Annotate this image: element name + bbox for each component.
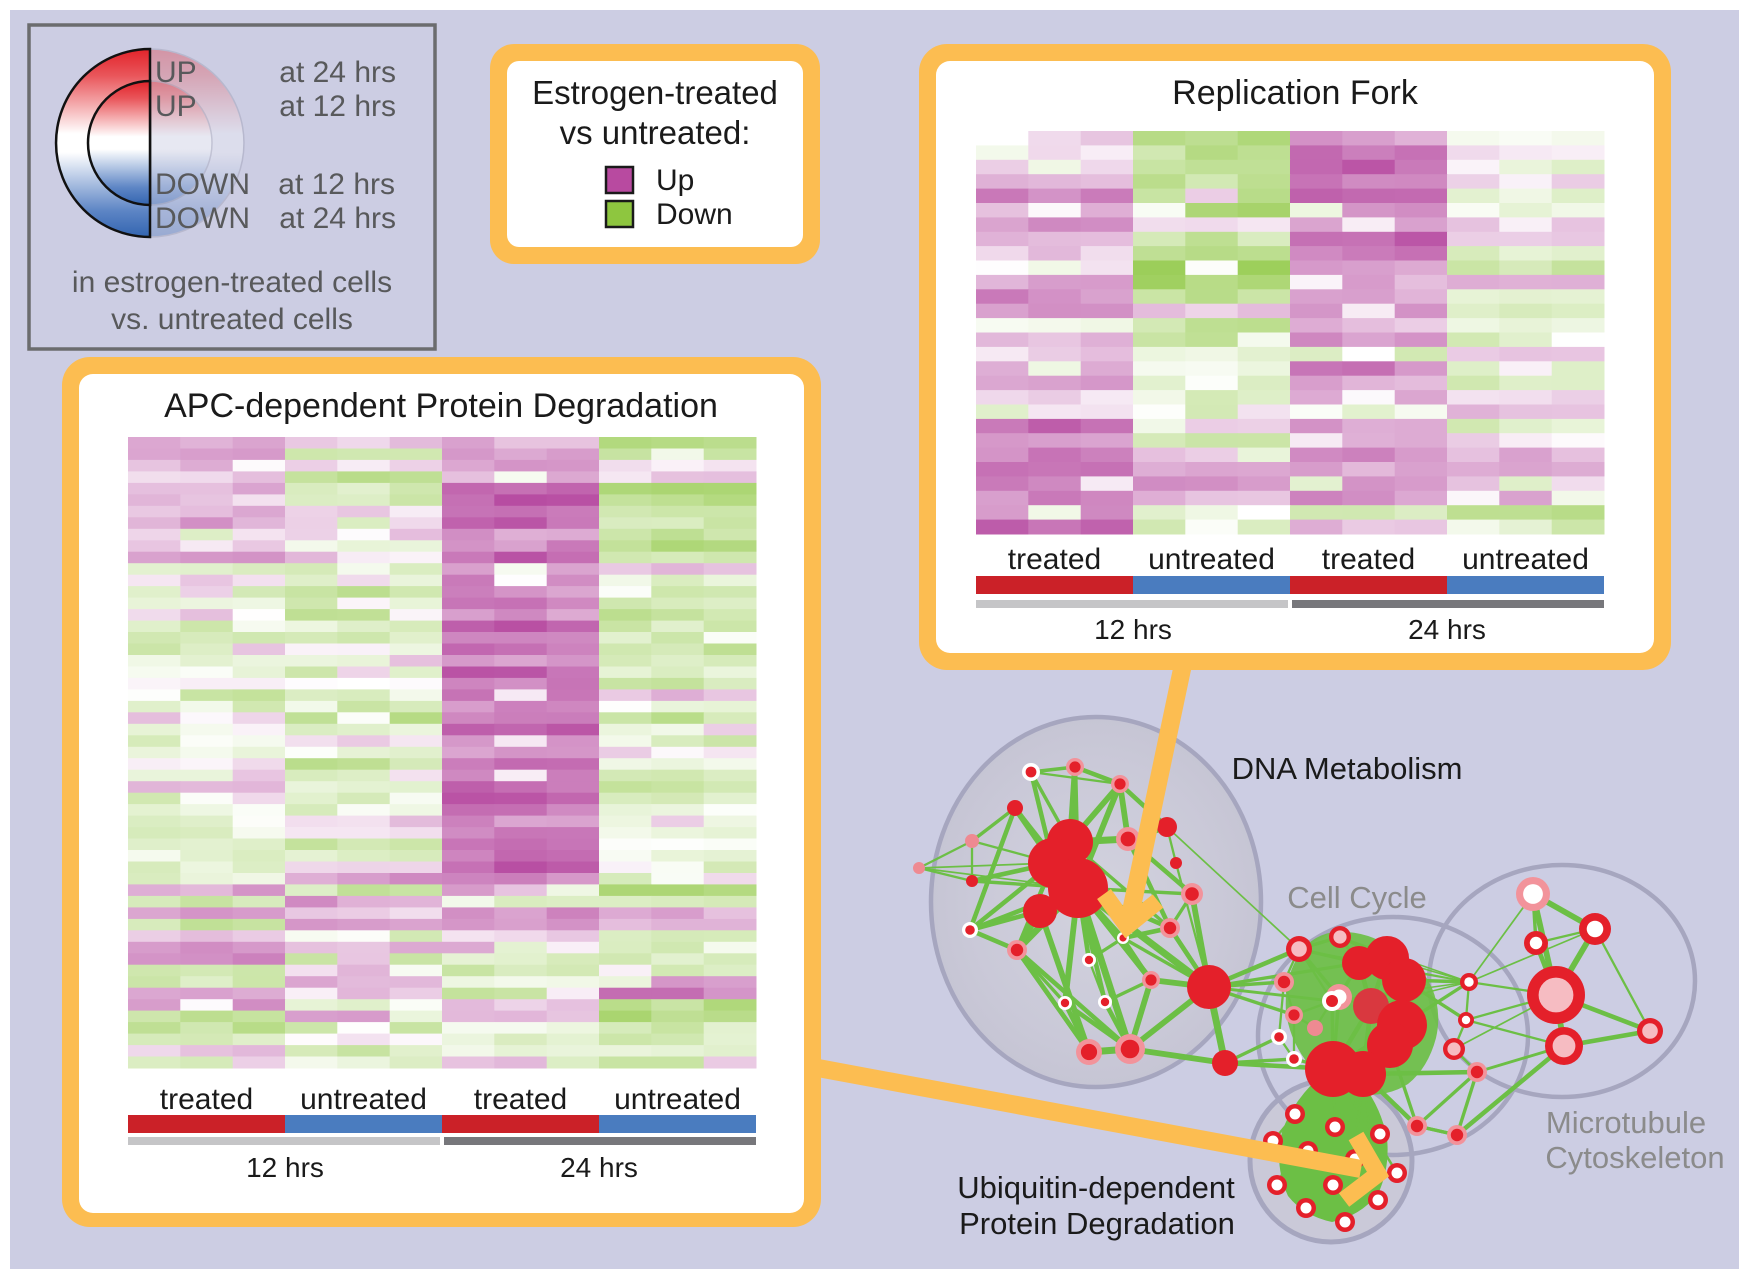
svg-text:at 12 hrs: at 12 hrs bbox=[278, 168, 395, 201]
svg-text:at 24 hrs: at 24 hrs bbox=[279, 202, 396, 235]
svg-text:at 12 hrs: at 12 hrs bbox=[279, 90, 396, 123]
svg-text:Replication Fork: Replication Fork bbox=[1172, 74, 1419, 112]
svg-text:Microtubule: Microtubule bbox=[1546, 1105, 1706, 1140]
svg-text:treated: treated bbox=[1008, 543, 1101, 576]
svg-text:Cell Cycle: Cell Cycle bbox=[1287, 880, 1427, 915]
svg-text:24 hrs: 24 hrs bbox=[1408, 614, 1486, 645]
svg-text:Up: Up bbox=[656, 164, 694, 197]
svg-text:vs. untreated cells: vs. untreated cells bbox=[111, 303, 353, 336]
svg-text:untreated: untreated bbox=[300, 1083, 427, 1116]
svg-text:APC-dependent Protein Degradat: APC-dependent Protein Degradation bbox=[164, 387, 718, 425]
svg-text:DNA Metabolism: DNA Metabolism bbox=[1232, 751, 1463, 786]
svg-text:UP: UP bbox=[155, 56, 197, 89]
svg-text:untreated: untreated bbox=[1462, 543, 1589, 576]
svg-text:Estrogen-treated: Estrogen-treated bbox=[532, 74, 778, 111]
svg-text:Down: Down bbox=[656, 198, 733, 231]
svg-text:DOWN: DOWN bbox=[155, 202, 250, 235]
svg-text:Protein Degradation: Protein Degradation bbox=[959, 1206, 1235, 1241]
svg-text:treated: treated bbox=[474, 1083, 567, 1116]
svg-text:24 hrs: 24 hrs bbox=[560, 1152, 638, 1183]
svg-text:Cytoskeleton: Cytoskeleton bbox=[1545, 1140, 1724, 1175]
svg-text:Ubiquitin-dependent: Ubiquitin-dependent bbox=[957, 1170, 1235, 1205]
svg-text:untreated: untreated bbox=[1148, 543, 1275, 576]
svg-text:vs untreated:: vs untreated: bbox=[560, 114, 751, 151]
svg-text:untreated: untreated bbox=[614, 1083, 741, 1116]
svg-text:treated: treated bbox=[160, 1083, 253, 1116]
svg-text:12 hrs: 12 hrs bbox=[1094, 614, 1172, 645]
svg-text:DOWN: DOWN bbox=[155, 168, 250, 201]
svg-text:UP: UP bbox=[155, 90, 197, 123]
svg-text:treated: treated bbox=[1322, 543, 1415, 576]
svg-text:12 hrs: 12 hrs bbox=[246, 1152, 324, 1183]
svg-text:at 24 hrs: at 24 hrs bbox=[279, 56, 396, 89]
svg-text:in estrogen-treated cells: in estrogen-treated cells bbox=[72, 266, 392, 299]
